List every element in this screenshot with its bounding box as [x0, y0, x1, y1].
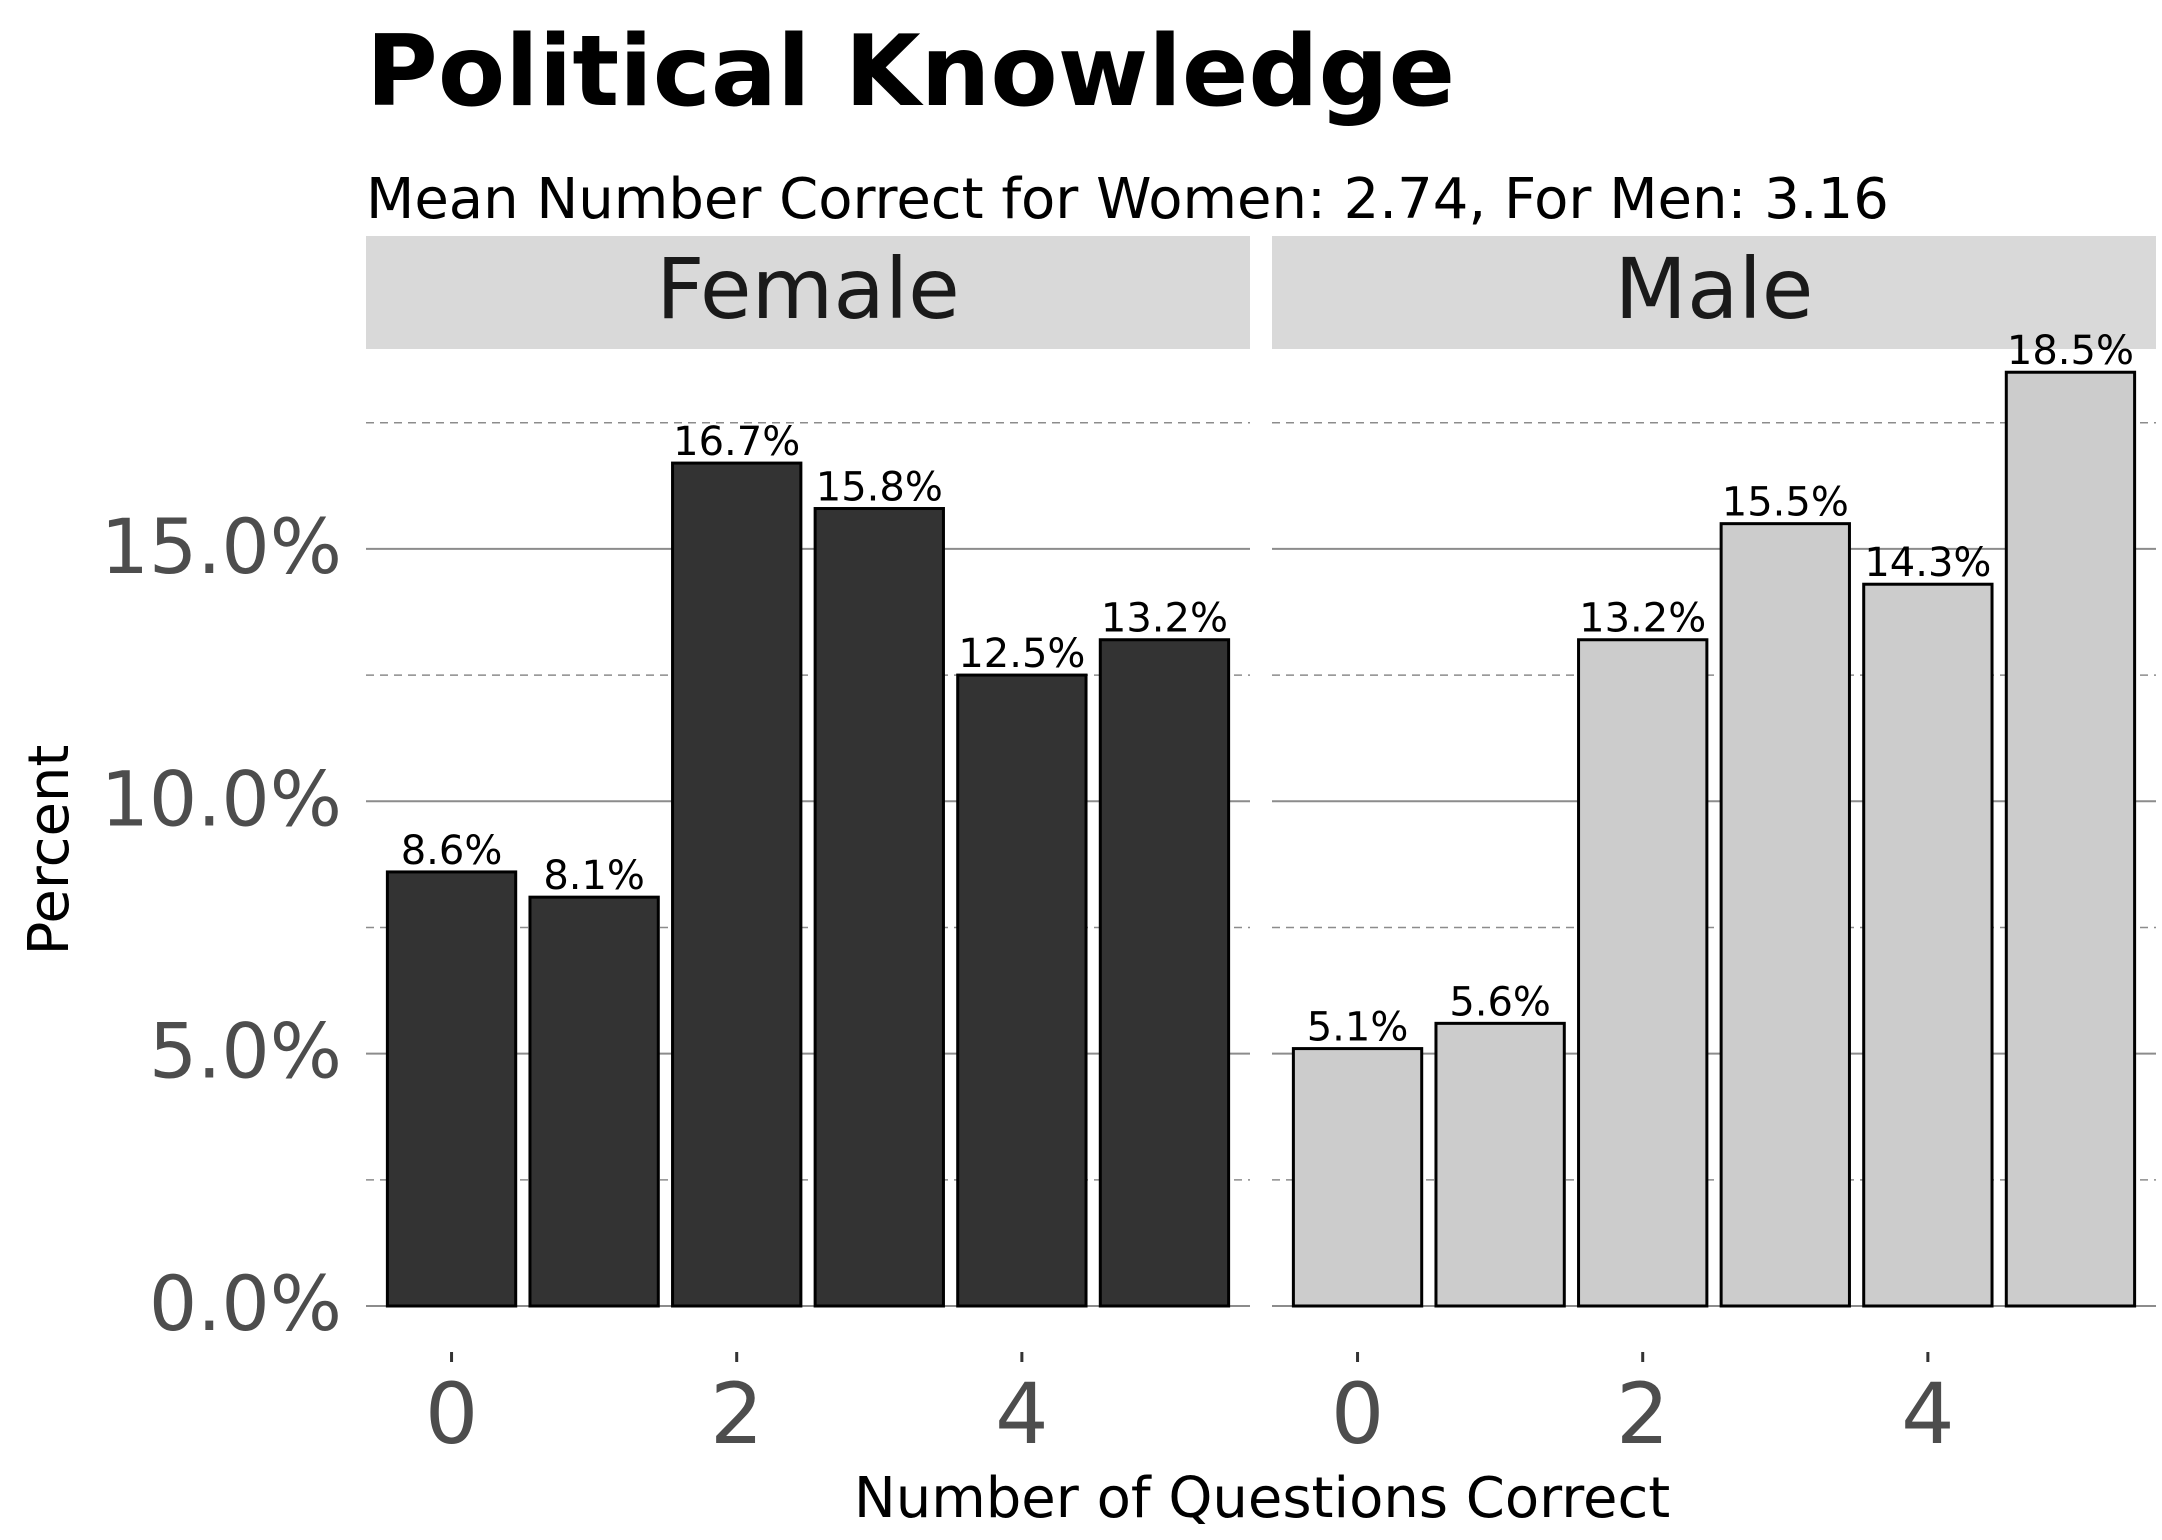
bar-male [1291, 1047, 1424, 1308]
bar-female [528, 895, 660, 1308]
bar-male [2004, 370, 2137, 1308]
facet-label: Male [1615, 240, 1814, 338]
facet-strip-male [1272, 236, 2156, 349]
y-tick-label: 0.0% [149, 1259, 342, 1348]
bar-value-label: 5.6% [1449, 979, 1551, 1025]
y-tick-label: 5.0% [149, 1007, 342, 1096]
bar-female [385, 870, 518, 1308]
bar-value-label: 18.5% [2007, 328, 2134, 374]
y-axis-title: Percent [17, 745, 82, 956]
chart-subtitle: Mean Number Correct for Women: 2.74, For… [366, 167, 1889, 232]
bar-male [1862, 582, 1994, 1308]
facet-label: Female [656, 240, 960, 338]
bar-value-label: 15.8% [816, 465, 943, 511]
chart-title: Political Knowledge [366, 15, 1455, 129]
bar-male [1577, 638, 1709, 1308]
bar-value-label: 15.5% [1722, 480, 1849, 526]
y-tick-label: 10.0% [101, 754, 342, 843]
bar-value-label: 14.3% [1864, 540, 1991, 586]
plot-layer: 0.0% 5.0% 10.0% 15.0% Female 8.6% 8.1% 16.7% 15.… [101, 236, 2156, 1463]
bar-male [1434, 1021, 1566, 1308]
bar-female [671, 461, 803, 1308]
x-tick-label: 2 [710, 1365, 763, 1463]
bar-value-label: 8.1% [543, 853, 645, 899]
bar-female [956, 673, 1088, 1308]
facet-strip-female [366, 236, 1250, 349]
x-tick-label: 4 [1901, 1365, 1954, 1463]
x-tick-label: 4 [995, 1365, 1048, 1463]
bar-value-label: 8.6% [401, 828, 503, 874]
bar-female [1098, 638, 1231, 1308]
bar-male [1719, 522, 1851, 1308]
bar-value-label: 13.2% [1579, 596, 1706, 642]
bar-female [813, 507, 945, 1308]
bar-value-label: 16.7% [673, 419, 800, 465]
x-tick-label: 0 [1331, 1365, 1384, 1463]
bar-value-label: 13.2% [1101, 596, 1228, 642]
x-tick-label: 0 [425, 1365, 478, 1463]
x-axis-title: Number of Questions Correct [854, 1466, 1670, 1531]
y-tick-label: 15.0% [101, 502, 342, 591]
bar-value-label: 5.1% [1307, 1005, 1409, 1051]
x-tick-label: 2 [1616, 1365, 1669, 1463]
bar-value-label: 12.5% [958, 631, 1085, 677]
